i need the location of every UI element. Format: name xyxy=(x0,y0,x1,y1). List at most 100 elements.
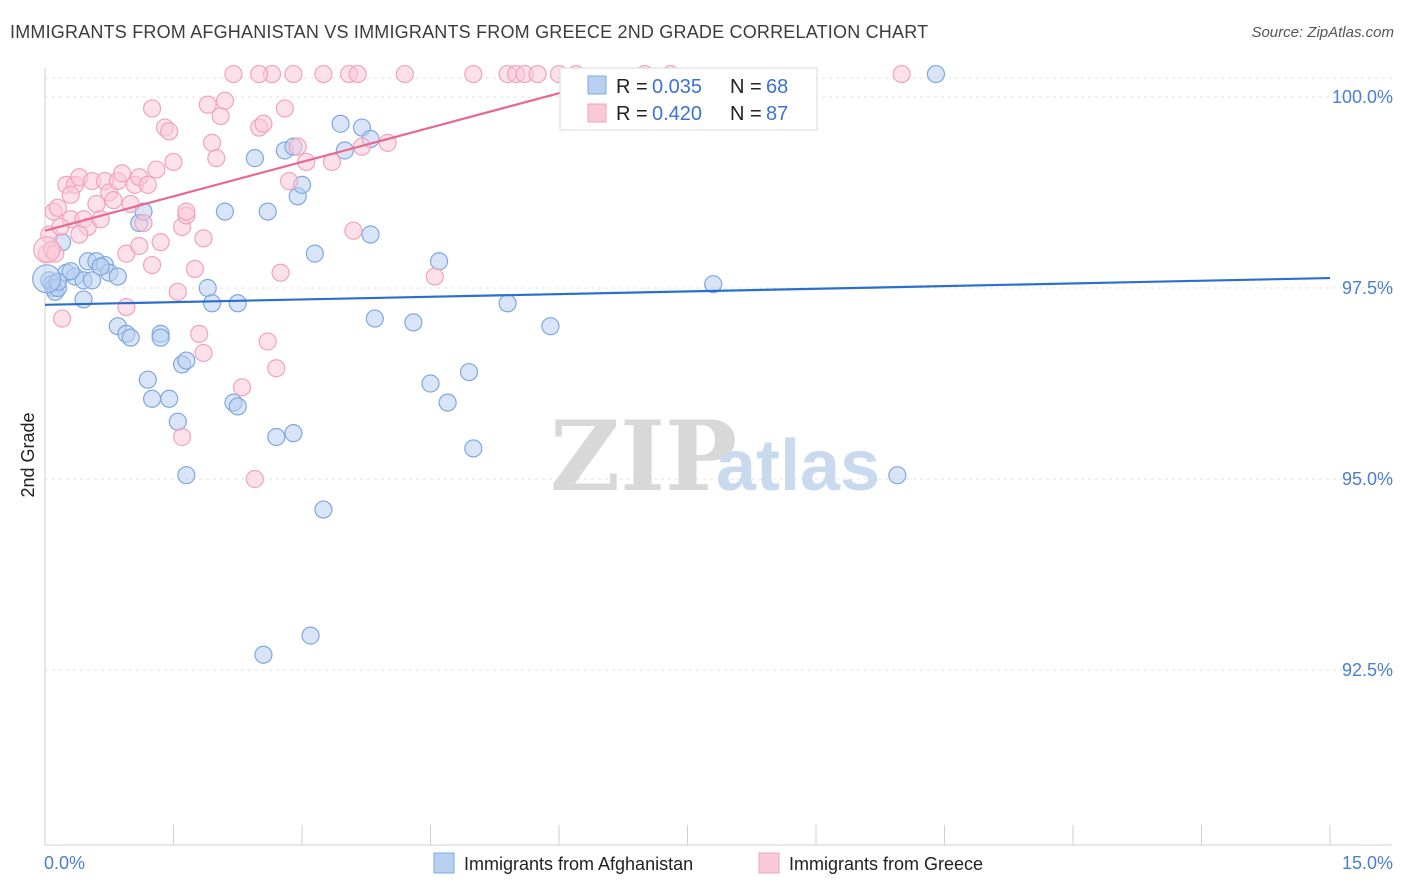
greece-point-24 xyxy=(130,236,149,256)
greece-point-75 xyxy=(528,64,547,84)
legend-r-label-2: R = xyxy=(616,103,648,125)
afghanistan-trend-line xyxy=(44,276,1331,306)
watermark-atlas: atlas xyxy=(716,426,880,506)
afghanistan-point-60 xyxy=(541,317,560,336)
afghanistan-point-63 xyxy=(926,64,946,84)
afghanistan-point-21 xyxy=(142,389,162,408)
greece-point-39 xyxy=(185,259,205,278)
greece-point-56 xyxy=(271,263,290,282)
afghanistan-point-27 xyxy=(177,351,196,370)
bottom-legend-swatch-greece xyxy=(758,852,780,874)
afghanistan-point-17 xyxy=(121,328,140,347)
legend-n-value-2: 87 xyxy=(766,103,788,125)
afghanistan-point-23 xyxy=(151,328,170,347)
greece-trend-line xyxy=(44,69,645,232)
greece-point-25 xyxy=(134,213,153,233)
afghanistan-point-44 xyxy=(301,626,320,645)
afghanistan-point-24 xyxy=(160,389,179,408)
greece-point-40 xyxy=(190,324,209,343)
greece-point-44 xyxy=(202,133,222,152)
greece-point-60 xyxy=(288,137,307,156)
greece-point-26 xyxy=(138,175,157,194)
legend-r-label-1: R = xyxy=(616,76,648,98)
greece-point-62 xyxy=(314,64,333,84)
greece-point-42 xyxy=(194,229,213,248)
afghanistan-point-67 xyxy=(91,257,110,276)
stats-legend: R = 0.035 N = 68 R = 0.420 N = 87 xyxy=(559,67,818,131)
afghanistan-point-59 xyxy=(498,294,517,313)
afghanistan-point-55 xyxy=(429,252,449,271)
greece-point-27 xyxy=(142,99,162,118)
afghanistan-point-33 xyxy=(228,397,247,416)
afghanistan-point-38 xyxy=(267,427,286,447)
afghanistan-point-28 xyxy=(177,466,196,485)
y-tick-labels: 100.0% 97.5% 95.0% 92.5% xyxy=(1332,87,1393,680)
afghanistan-point-52 xyxy=(365,309,384,328)
greece-point-59 xyxy=(284,64,303,84)
greece-point-43 xyxy=(198,95,217,114)
watermark: ZIP atlas xyxy=(550,400,880,513)
greece-point-66 xyxy=(348,64,367,84)
chart-title: IMMIGRANTS FROM AFGHANISTAN VS IMMIGRANT… xyxy=(10,22,929,42)
greece-point-45 xyxy=(207,149,226,168)
greece-point-20 xyxy=(117,298,136,317)
legend-n-label-2: N = xyxy=(730,103,762,125)
greece-point-58 xyxy=(280,171,299,191)
afghanistan-point-65 xyxy=(61,262,80,281)
greece-point-16 xyxy=(104,191,123,210)
watermark-zip: ZIP xyxy=(550,400,737,513)
legend-swatch-afghanistan xyxy=(587,75,607,95)
legend-swatch-greece xyxy=(587,103,607,123)
greece-point-18 xyxy=(112,164,132,183)
greece-point-54 xyxy=(258,332,277,351)
afghanistan-point-14 xyxy=(108,267,127,286)
afghanistan-point-46 xyxy=(314,500,333,519)
afghanistan-point-54 xyxy=(421,374,440,393)
greece-point-4 xyxy=(53,309,72,328)
greece-point-80 xyxy=(892,64,911,84)
afghanistan-point-45 xyxy=(305,244,324,263)
y-tick-label-2: 95.0% xyxy=(1342,469,1393,489)
greece-point-30 xyxy=(151,233,170,252)
afghanistan-point-30 xyxy=(202,294,222,313)
afghanistan-point-66 xyxy=(83,271,102,290)
afghanistan-point-20 xyxy=(138,370,157,389)
trend-lines xyxy=(44,69,1331,306)
afghanistan-point-34 xyxy=(228,294,247,313)
greece-point-34 xyxy=(168,282,187,301)
gridlines xyxy=(45,77,1392,671)
greece-point-47 xyxy=(215,91,234,110)
greece-point-33 xyxy=(164,152,183,172)
legend-n-label-1: N = xyxy=(730,76,762,98)
afghanistan-cluster-point xyxy=(32,264,62,294)
afghanistan-point-25 xyxy=(168,412,187,431)
bottom-legend-label-afghanistan: Immigrants from Afghanistan xyxy=(464,854,693,874)
greece-point-3 xyxy=(48,198,67,217)
afghanistan-point-56 xyxy=(438,393,457,412)
greece-point-46 xyxy=(211,106,230,126)
afghanistan-point-9 xyxy=(74,290,93,309)
bottom-legend-swatch-afghanistan xyxy=(433,852,455,874)
greece-point-48 xyxy=(224,64,243,84)
afghanistan-point-61 xyxy=(704,275,723,294)
greece-point-69 xyxy=(395,64,414,84)
source-credit: Source: ZipAtlas.com xyxy=(1251,24,1394,41)
x-tick-label-min: 0.0% xyxy=(44,853,85,873)
legend-n-value-1: 68 xyxy=(766,76,788,98)
afghanistan-point-31 xyxy=(215,202,234,221)
y-tick-label-0: 100.0% xyxy=(1332,87,1393,107)
afghanistan-point-47 xyxy=(331,114,350,133)
greece-point-81 xyxy=(250,64,269,84)
afghanistan-point-37 xyxy=(258,202,277,221)
y-axis-label: 2nd Grade xyxy=(18,412,38,497)
afghanistan-point-53 xyxy=(404,313,423,332)
greece-point-85 xyxy=(70,225,89,244)
afghanistan-point-41 xyxy=(284,424,303,443)
afghanistan-point-62 xyxy=(888,466,907,485)
greece-point-86 xyxy=(61,185,80,204)
afghanistan-point-35 xyxy=(245,149,264,168)
afghanistan-point-58 xyxy=(464,439,483,458)
greece-point-37 xyxy=(172,427,192,447)
afghanistan-point-36 xyxy=(254,645,273,664)
